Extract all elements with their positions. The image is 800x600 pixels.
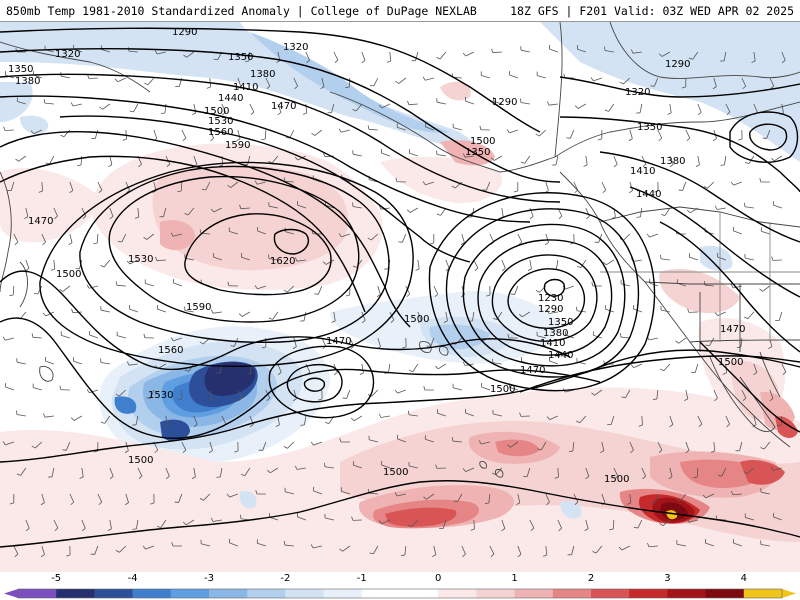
legend-color-band: [247, 589, 286, 598]
legend-color-band: [361, 589, 401, 598]
legend-tick-label: -2: [280, 573, 291, 584]
legend-arrow-right: [782, 589, 796, 598]
contour-label: 1350: [465, 147, 490, 158]
legend-colorbar: [4, 588, 796, 599]
contour-label: 1560: [208, 127, 233, 138]
contour-label: 1290: [538, 304, 563, 315]
legend-color-band: [552, 589, 592, 598]
contour-label: 1560: [158, 345, 183, 356]
contour-label: 1500: [204, 106, 229, 117]
contour-label: 1470: [326, 336, 351, 347]
contour-label: 1500: [128, 455, 153, 466]
contour-label: 1320: [283, 42, 308, 53]
wind-barbs: [2, 44, 787, 558]
legend-color-band: [743, 589, 783, 598]
model-run-info: 18Z GFS | F201 Valid: 03Z WED APR 02 202…: [510, 4, 794, 18]
legend-tick-label: 0: [435, 573, 442, 584]
legend-color-band: [438, 589, 477, 598]
legend-tick-label: -1: [356, 573, 367, 584]
contour-label: 1590: [225, 140, 250, 151]
contour-label: 1350: [8, 64, 33, 75]
legend-tick-label: 2: [587, 573, 595, 584]
legend-tick-label: 4: [740, 573, 747, 584]
contour-label: 1530: [208, 116, 233, 127]
contour-label: 1500: [718, 357, 743, 368]
legend-tick-label: -3: [204, 573, 214, 584]
legend-tick-label: -4: [127, 573, 138, 584]
contour-label: 1380: [660, 156, 685, 167]
contour-label: 1230: [538, 293, 563, 304]
anomaly-map[interactable]: 1290 1320 1320 1350 1350 1380 1380 1410 …: [0, 22, 800, 572]
contour-label: 1500: [404, 314, 429, 325]
contour-label: 1470: [520, 365, 545, 376]
contour-label: 1500: [470, 136, 495, 147]
legend-color-band: [476, 589, 516, 598]
contour-label: 1500: [56, 269, 81, 280]
contour-label: 1440: [548, 350, 573, 361]
legend-tick-label: 1: [511, 573, 518, 584]
contour-label: 1380: [15, 76, 40, 87]
contour-label: 1620: [270, 256, 295, 267]
legend-color-band: [209, 589, 248, 598]
height-contours: [0, 27, 800, 548]
map-title: 850mb Temp 1981-2010 Standardized Anomal…: [6, 4, 477, 18]
contour-labels: 1290 1320 1320 1350 1350 1380 1380 1410 …: [8, 27, 745, 485]
contour-label: 1440: [218, 93, 243, 104]
map-area[interactable]: 1290 1320 1320 1350 1350 1380 1380 1410 …: [0, 22, 800, 572]
contour-label: 1380: [250, 69, 275, 80]
legend-color-band: [667, 589, 707, 598]
contour-label: 1290: [665, 59, 690, 70]
legend-color-band: [323, 589, 363, 598]
contour-label: 1320: [625, 87, 650, 98]
contour-label: 1290: [172, 27, 197, 38]
contour-label: 1350: [548, 317, 573, 328]
legend-arrow-left: [4, 589, 18, 598]
contour-label: 1470: [271, 101, 296, 112]
contour-label: 1350: [637, 122, 662, 133]
contour-label: 1350: [228, 52, 253, 63]
contour-label: 1470: [720, 324, 745, 335]
legend-color-band: [629, 589, 668, 598]
anomaly-shading: [0, 22, 800, 572]
legend-color-band: [18, 589, 57, 598]
title-bar: 850mb Temp 1981-2010 Standardized Anomal…: [0, 0, 800, 22]
contour-label: 1530: [148, 390, 173, 401]
legend-color-band: [400, 589, 439, 598]
legend-color-band: [285, 589, 325, 598]
contour-label: 1410: [630, 166, 655, 177]
legend-color-band: [56, 589, 95, 598]
legend-color-band: [705, 589, 745, 598]
contour-label: 1320: [55, 49, 80, 60]
legend-color-band: [591, 589, 630, 598]
contour-label: 1470: [28, 216, 53, 227]
legend-color-band: [94, 589, 134, 598]
legend-color-band: [514, 589, 554, 598]
contour-label: 1590: [186, 302, 211, 313]
legend-tick-labels: -5-4-3-2-1012345: [0, 573, 800, 587]
legend-tick-label: 3: [664, 573, 671, 584]
contour-label: 1380: [543, 328, 568, 339]
contour-label: 1500: [604, 474, 629, 485]
contour-label: 1500: [490, 384, 515, 395]
contour-label: 1440: [636, 189, 661, 200]
contour-label: 1290: [492, 97, 517, 108]
legend-color-band: [170, 589, 210, 598]
contour-label: 1410: [540, 338, 565, 349]
contour-label: 1530: [128, 254, 153, 265]
legend-tick-label: -5: [51, 573, 62, 584]
contour-label: 1410: [233, 82, 258, 93]
color-legend: -5-4-3-2-1012345: [0, 572, 800, 600]
contour-label: 1500: [383, 467, 408, 478]
legend-color-band: [132, 589, 172, 598]
